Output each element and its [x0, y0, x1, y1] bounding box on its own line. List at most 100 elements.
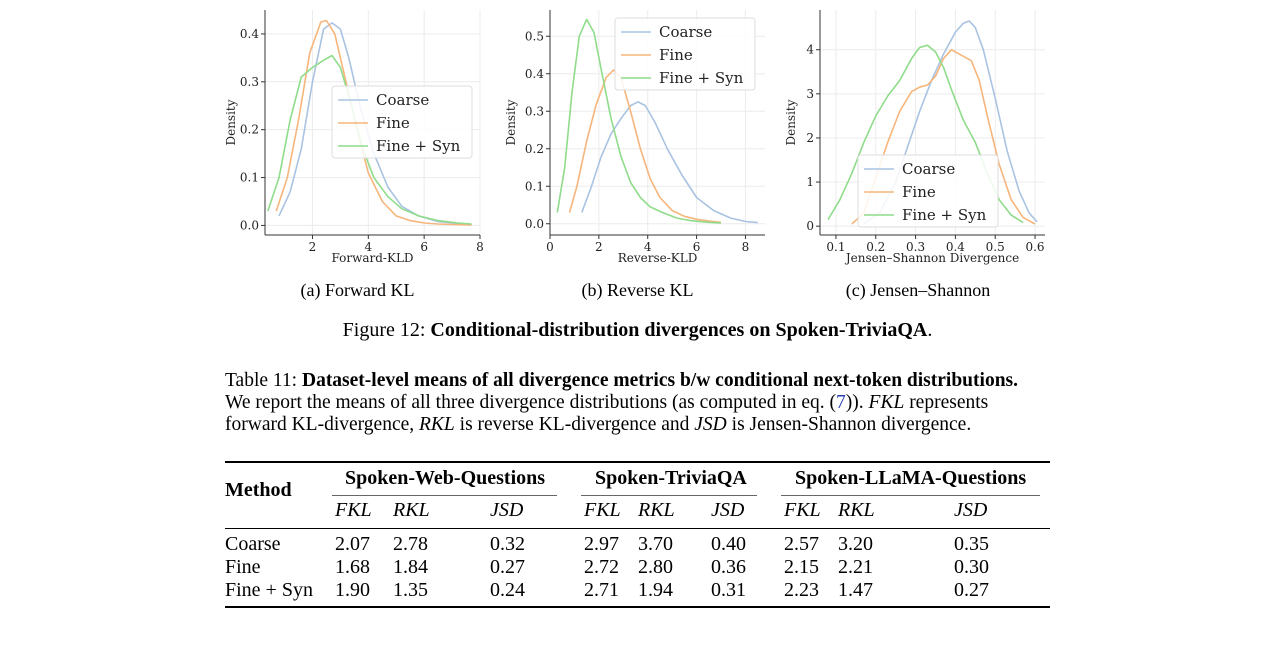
group-header-trivia: Spoken-TriviaQA — [595, 467, 747, 489]
method-cell: Fine — [225, 556, 261, 578]
legend-label: Fine — [376, 114, 410, 132]
value-cell: 0.40 — [711, 533, 746, 555]
legend-label: Fine — [902, 183, 936, 201]
legend-label: Coarse — [659, 23, 712, 41]
value-cell: 2.07 — [335, 533, 370, 555]
value-cell: 1.47 — [838, 579, 873, 601]
table-mid-rule — [225, 528, 1050, 529]
table-caption-js: is Jensen-Shannon divergence. — [731, 414, 972, 435]
x-tick-label: 0.3 — [906, 240, 925, 254]
legend-label: Fine + Syn — [902, 206, 987, 224]
y-tick-label: 0.3 — [240, 75, 259, 89]
legend-label: Coarse — [376, 91, 429, 109]
x-tick-label: 8 — [742, 240, 750, 254]
value-cell: 2.78 — [393, 533, 428, 555]
jsd-term: JSD — [694, 414, 727, 435]
x-tick-label: 0 — [546, 240, 554, 254]
table-caption-text: We report the means of all three diverge… — [225, 392, 837, 413]
table-caption: Table 11: Dataset-level means of all div… — [225, 370, 1065, 436]
value-cell: 1.84 — [393, 556, 428, 578]
y-tick-label: 0.1 — [525, 179, 544, 193]
equation-reference-link[interactable]: 7 — [836, 392, 846, 413]
figure-caption-end: . — [927, 319, 933, 341]
method-cell: Fine + Syn — [225, 579, 313, 601]
y-tick-label: 0 — [806, 219, 814, 233]
x-tick-label: 4 — [364, 240, 372, 254]
x-tick-label: 0.4 — [946, 240, 965, 254]
x-axis-label: Reverse-KLD — [618, 251, 698, 265]
x-axis-label: Forward-KLD — [331, 251, 413, 265]
value-cell: 0.35 — [954, 533, 989, 555]
series-line-fine — [568, 69, 722, 224]
fkl-term: FKL — [868, 392, 905, 413]
y-tick-label: 0.0 — [525, 217, 544, 231]
table-caption-text-end: )). — [845, 392, 864, 413]
metric-header-jsd: JSD — [954, 499, 988, 521]
legend-label: Coarse — [902, 160, 955, 178]
group-rule-trivia — [581, 495, 757, 496]
value-cell: 0.27 — [490, 556, 525, 578]
y-axis-label: Density — [784, 99, 798, 145]
chart-reverse-kl: 0 2 4 6 8 0.0 0.1 0.2 0.3 0.4 0.5 Reverse-KLD Densit… — [504, 10, 765, 265]
metric-header-fkl: FKL — [784, 499, 821, 521]
x-tick-label: 0.1 — [826, 240, 845, 254]
chart-jensen-shannon: 0.1 0.2 0.3 0.4 0.5 0.6 0 1 2 3 4 Jensen–Shannon Di… — [784, 10, 1045, 265]
y-axis-label: Density — [224, 99, 238, 145]
x-tick-label: 2 — [309, 240, 317, 254]
table-label: Table 11: — [225, 370, 298, 391]
group-rule-llama — [781, 495, 1040, 496]
x-tick-label: 6 — [693, 240, 701, 254]
subcaption-forward-kl: (a) Forward KL — [300, 280, 415, 300]
legend-box — [857, 154, 999, 228]
value-cell: 1.94 — [638, 579, 673, 601]
legend-box — [331, 85, 473, 159]
value-cell: 1.90 — [335, 579, 370, 601]
y-tick-label: 0.1 — [240, 171, 259, 185]
group-header-llama: Spoken-LLaMA-Questions — [795, 467, 1027, 489]
value-cell: 0.32 — [490, 533, 525, 555]
y-tick-label: 0.3 — [525, 104, 544, 118]
y-tick-label: 0.2 — [240, 123, 259, 137]
figure-title: Conditional-distribution divergences on … — [430, 319, 928, 341]
y-tick-label: 3 — [806, 87, 814, 101]
y-tick-label: 4 — [806, 43, 814, 57]
table-caption-forward-kl: forward KL-divergence, — [225, 414, 415, 435]
table-title: Dataset-level means of all divergence me… — [301, 370, 1018, 391]
value-cell: 0.24 — [490, 579, 525, 601]
y-tick-label: 0.4 — [525, 67, 544, 81]
value-cell: 2.23 — [784, 579, 819, 601]
subcaption-reverse-kl: (b) Reverse KL — [581, 280, 694, 300]
legend-label: Fine + Syn — [659, 69, 744, 87]
legend-box — [614, 17, 756, 91]
group-rule-web — [332, 495, 557, 496]
value-cell: 2.97 — [584, 533, 619, 555]
y-tick-label: 1 — [806, 175, 814, 189]
series-line-fine-syn — [556, 18, 722, 224]
x-tick-label: 2 — [595, 240, 603, 254]
rkl-term: RKL — [419, 414, 455, 435]
value-cell: 0.27 — [954, 579, 989, 601]
y-axis-label: Density — [504, 99, 518, 145]
value-cell: 0.30 — [954, 556, 989, 578]
value-cell: 0.36 — [711, 556, 746, 578]
x-tick-label: 0.5 — [986, 240, 1005, 254]
x-tick-label: 8 — [476, 240, 484, 254]
value-cell: 2.15 — [784, 556, 819, 578]
x-tick-label: 4 — [644, 240, 652, 254]
value-cell: 1.68 — [335, 556, 370, 578]
method-header: Method — [225, 479, 292, 501]
metric-header-fkl: FKL — [335, 499, 372, 521]
figure-caption: Figure 12: Conditional-distribution dive… — [0, 319, 1275, 342]
subcaption-jensen-shannon: (c) Jensen–Shannon — [845, 280, 991, 300]
metric-header-rkl: RKL — [638, 499, 675, 521]
value-cell: 2.80 — [638, 556, 673, 578]
x-axis-label: Jensen–Shannon Divergence — [844, 251, 1019, 265]
figure-label: Figure 12: — [342, 319, 426, 341]
value-cell: 2.21 — [838, 556, 873, 578]
method-cell: Coarse — [225, 533, 281, 555]
table-caption-reverse-kl: is reverse KL-divergence and — [459, 414, 690, 435]
table-bottom-rule — [225, 606, 1050, 608]
value-cell: 0.31 — [711, 579, 746, 601]
value-cell: 3.70 — [638, 533, 673, 555]
metric-header-fkl: FKL — [584, 499, 621, 521]
